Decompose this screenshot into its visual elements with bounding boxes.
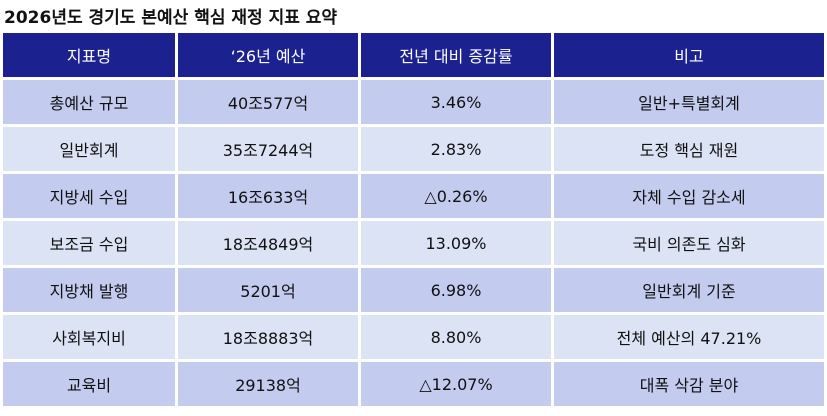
table-head: 지표명 ‘26년 예산 전년 대비 증감률 비고: [3, 33, 824, 77]
table-cell: 6.98%: [361, 268, 551, 312]
table-cell: 전체 예산의 47.21%: [554, 315, 824, 359]
table-row: 사회복지비 18조8883억 8.80% 전체 예산의 47.21%: [3, 315, 824, 359]
summary-table: 지표명 ‘26년 예산 전년 대비 증감률 비고 총예산 규모 40조577억 3.46%…: [0, 30, 827, 409]
table-row: 지방채 발행 5201억 6.98% 일반회계 기준: [3, 268, 824, 312]
table-row: 교육비 29138억 △12.07% 대폭 삭감 분야: [3, 362, 824, 406]
page-title: 2026년도 경기도 본예산 핵심 재정 지표 요약: [4, 8, 338, 28]
column-header: 전년 대비 증감률: [361, 33, 551, 77]
table-cell: △0.26%: [361, 174, 551, 218]
table-cell: △12.07%: [361, 362, 551, 406]
table-row: 총예산 규모 40조577억 3.46% 일반+특별회계: [3, 80, 824, 124]
table-cell: 일반회계: [3, 127, 175, 171]
table-cell: 대폭 삭감 분야: [554, 362, 824, 406]
table-cell: 총예산 규모: [3, 80, 175, 124]
table-cell: 3.46%: [361, 80, 551, 124]
table-body: 총예산 규모 40조577억 3.46% 일반+특별회계 일반회계 35조7244억 2.8…: [3, 80, 824, 406]
table-row: 일반회계 35조7244억 2.83% 도정 핵심 재원: [3, 127, 824, 171]
table-cell: 2.83%: [361, 127, 551, 171]
table-row: 지방세 수입 16조633억 △0.26% 자체 수입 감소세: [3, 174, 824, 218]
table-cell: 교육비: [3, 362, 175, 406]
table-row: 보조금 수입 18조4849억 13.09% 국비 의존도 심화: [3, 221, 824, 265]
table-cell: 사회복지비: [3, 315, 175, 359]
table-cell: 5201억: [178, 268, 358, 312]
table-cell: 자체 수입 감소세: [554, 174, 824, 218]
header-row: 지표명 ‘26년 예산 전년 대비 증감률 비고: [3, 33, 824, 77]
column-header: 지표명: [3, 33, 175, 77]
table-cell: 일반+특별회계: [554, 80, 824, 124]
table-cell: 13.09%: [361, 221, 551, 265]
table-cell: 지방세 수입: [3, 174, 175, 218]
column-header: 비고: [554, 33, 824, 77]
table-cell: 8.80%: [361, 315, 551, 359]
table-cell: 16조633억: [178, 174, 358, 218]
table-cell: 18조8883억: [178, 315, 358, 359]
column-header: ‘26년 예산: [178, 33, 358, 77]
table-cell: 29138억: [178, 362, 358, 406]
table-cell: 35조7244억: [178, 127, 358, 171]
table-cell: 보조금 수입: [3, 221, 175, 265]
table-cell: 18조4849억: [178, 221, 358, 265]
table-cell: 국비 의존도 심화: [554, 221, 824, 265]
table-cell: 40조577억: [178, 80, 358, 124]
table-cell: 도정 핵심 재원: [554, 127, 824, 171]
table-cell: 일반회계 기준: [554, 268, 824, 312]
table-cell: 지방채 발행: [3, 268, 175, 312]
